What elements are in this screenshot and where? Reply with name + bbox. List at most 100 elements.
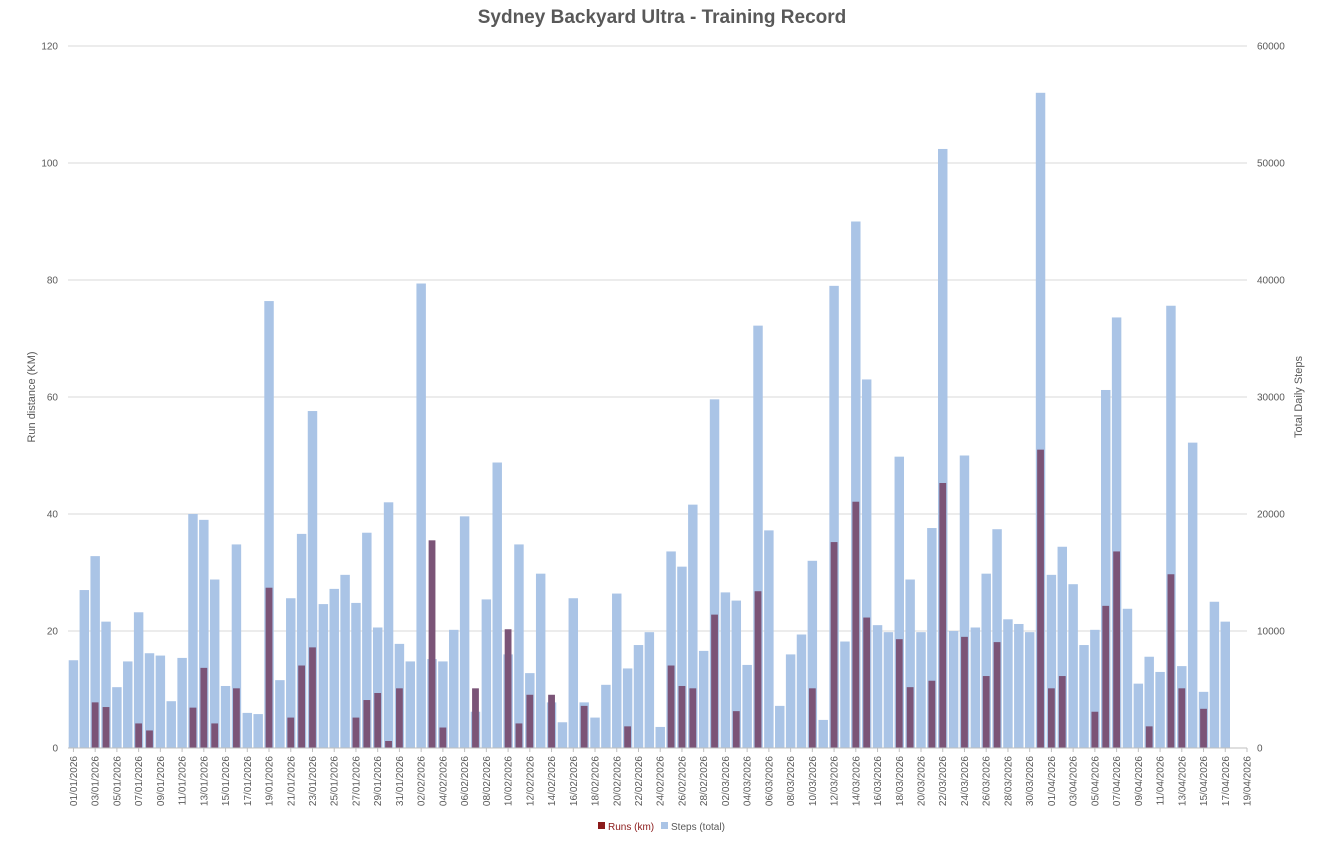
runs-bar — [439, 727, 447, 748]
steps-bar — [340, 574, 350, 748]
legend-label-runs: Runs (km) — [608, 822, 654, 833]
y2-axis-title: Total Daily Steps — [1293, 356, 1305, 438]
steps-bar — [981, 573, 991, 748]
runs-bar — [1113, 551, 1121, 748]
y-tick-label: 0 — [52, 744, 58, 755]
steps-bar — [590, 717, 600, 748]
steps-bar — [851, 221, 861, 748]
axes: 0 20 40 60 80 100 120 0 10000 20000 30000 40000 5000… — [41, 42, 1285, 807]
steps-bar — [68, 660, 79, 748]
x-tick-label: 16/02/2026 — [569, 756, 580, 806]
x-tick-label: 05/04/2026 — [1090, 756, 1101, 806]
runs-bar — [1091, 711, 1099, 748]
x-tick-label: 01/04/2026 — [1047, 756, 1058, 806]
x-tick-label: 01/01/2026 — [69, 756, 80, 806]
steps-bar — [927, 528, 937, 748]
x-tick-label: 29/01/2026 — [373, 756, 384, 806]
y-tick-label: 120 — [41, 42, 58, 53]
steps-bar — [970, 627, 981, 748]
steps-bar — [688, 504, 698, 748]
x-tick-label: 24/02/2026 — [656, 756, 667, 806]
steps-bar — [264, 301, 274, 748]
steps-bar — [449, 629, 459, 748]
runs-bar — [211, 723, 219, 748]
x-tick-label: 22/02/2026 — [634, 756, 645, 806]
steps-bar — [861, 379, 872, 748]
runs-bar — [515, 723, 523, 748]
runs-bar — [863, 617, 871, 748]
steps-bar — [1024, 632, 1035, 748]
steps-bar — [948, 631, 959, 748]
runs-bar — [982, 676, 990, 748]
x-tick-label: 13/01/2026 — [199, 756, 210, 806]
steps-bar — [1057, 546, 1067, 748]
steps-bar — [742, 664, 752, 748]
steps-bars — [68, 92, 1230, 749]
x-tick-label: 06/02/2026 — [460, 756, 471, 806]
legend-swatch-runs — [598, 822, 605, 829]
x-tick-label: 07/04/2026 — [1112, 756, 1123, 806]
x-tick-label: 08/03/2026 — [786, 756, 797, 806]
legend-label-steps: Steps (total) — [671, 822, 725, 833]
steps-bar — [492, 462, 502, 748]
runs-bar — [428, 540, 436, 748]
x-tick-label: 19/01/2026 — [265, 756, 276, 806]
steps-bar — [644, 632, 655, 748]
y-axis-title: Run distance (KM) — [26, 351, 38, 442]
x-tick-label: 17/04/2026 — [1221, 756, 1232, 806]
steps-bar — [307, 411, 318, 748]
steps-bar — [459, 516, 470, 748]
runs-bar — [385, 740, 392, 748]
runs-bar — [928, 680, 936, 748]
steps-bar — [79, 590, 90, 748]
x-tick-label: 26/02/2026 — [677, 756, 688, 806]
runs-bar — [1167, 574, 1175, 748]
x-tick-label: 05/01/2026 — [112, 756, 123, 806]
steps-bar — [535, 573, 546, 748]
steps-bar — [1079, 645, 1089, 748]
steps-bar — [438, 661, 448, 748]
steps-bar — [557, 722, 568, 748]
steps-bar — [372, 627, 383, 748]
steps-bar — [177, 657, 187, 748]
x-tick-label: 14/03/2026 — [851, 756, 862, 806]
x-tick-label: 06/03/2026 — [764, 756, 775, 806]
grid-lines — [68, 45, 1247, 632]
y-tick-label: 80 — [47, 276, 59, 287]
steps-bar — [351, 602, 361, 748]
runs-bar — [1102, 605, 1110, 748]
x-tick-label: 14/02/2026 — [547, 756, 558, 806]
steps-bar — [992, 529, 1002, 748]
runs-bar — [961, 636, 968, 748]
steps-bar — [633, 645, 644, 748]
y2-tick-label: 20000 — [1257, 510, 1285, 521]
steps-bar — [872, 625, 883, 748]
steps-bar — [1046, 574, 1057, 748]
steps-bar — [133, 612, 144, 748]
x-tick-label: 20/03/2026 — [917, 756, 928, 806]
runs-bar — [678, 685, 686, 748]
runs-bar — [1058, 676, 1066, 748]
steps-bar — [612, 593, 622, 748]
steps-bar — [666, 551, 676, 748]
x-tick-label: 12/02/2026 — [525, 756, 536, 806]
steps-bar — [894, 456, 905, 748]
runs-bar — [689, 688, 697, 748]
x-tick-label: 16/03/2026 — [873, 756, 884, 806]
runs-bar — [298, 665, 306, 748]
steps-bar — [318, 604, 329, 748]
steps-bar — [1014, 623, 1024, 748]
runs-bar — [624, 726, 632, 748]
runs-bar — [1145, 726, 1153, 748]
runs-bar — [200, 667, 208, 748]
legend-swatch-steps — [661, 822, 668, 829]
x-tick-label: 04/03/2026 — [743, 756, 754, 806]
steps-bar — [731, 600, 742, 748]
runs-bar — [352, 717, 360, 748]
steps-bar — [764, 530, 774, 748]
x-tick-label: 10/03/2026 — [808, 756, 819, 806]
runs-bar — [667, 665, 675, 748]
steps-bar — [829, 285, 839, 748]
runs-bar — [1048, 688, 1055, 748]
